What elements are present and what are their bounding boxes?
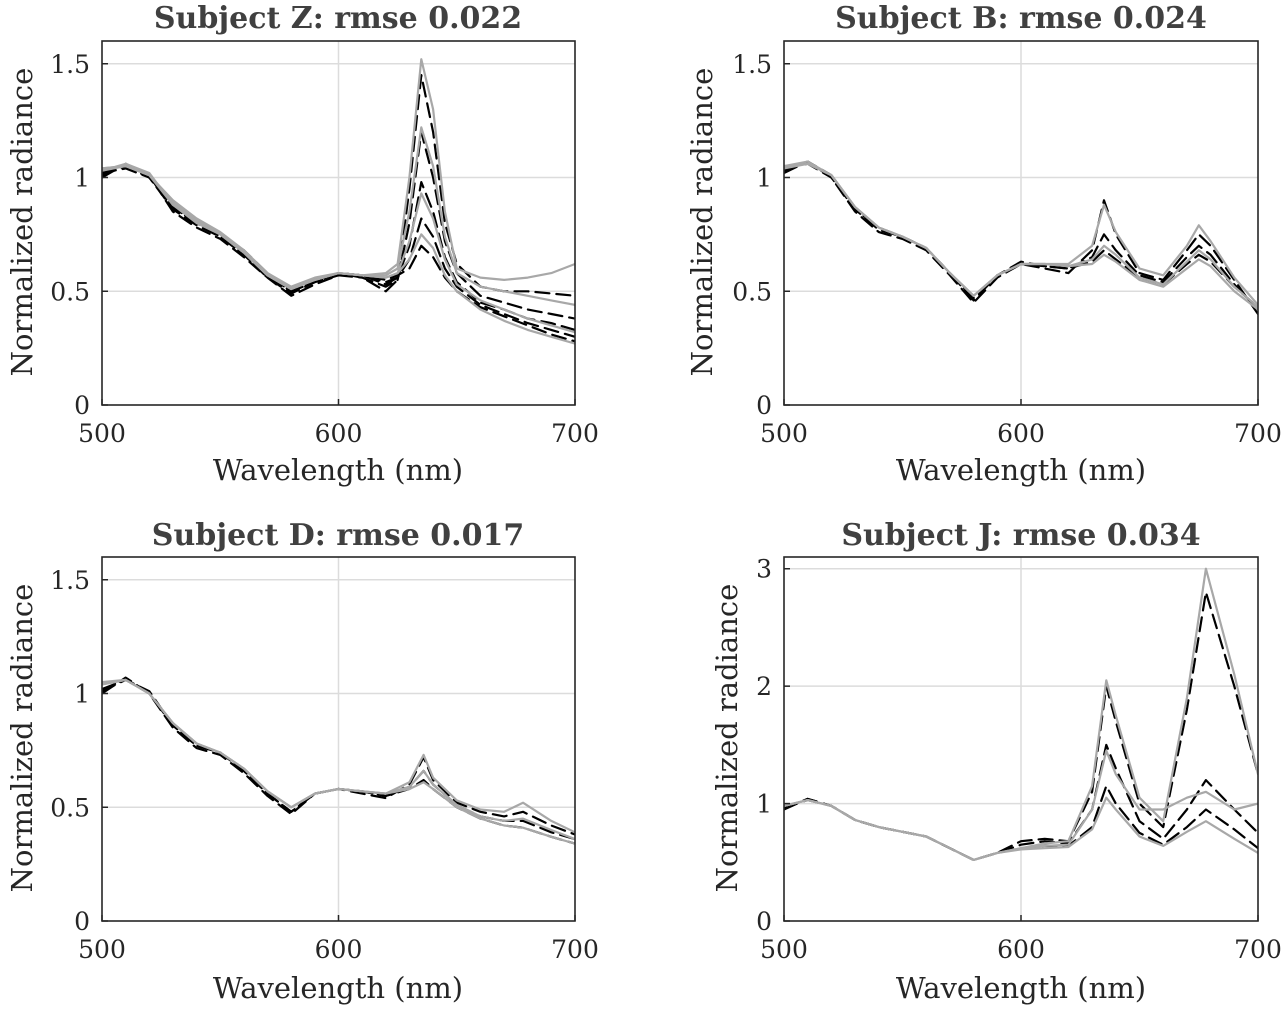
x-tick-label: 600 xyxy=(315,419,363,448)
plot-area xyxy=(101,556,576,922)
x-axis-label: Wavelength (nm) xyxy=(896,453,1146,487)
y-tick-label: 0.5 xyxy=(50,277,90,306)
y-tick-label: 0 xyxy=(74,907,90,936)
y-tick-label: 2 xyxy=(756,672,772,701)
x-axis-label: Wavelength (nm) xyxy=(213,971,463,1005)
x-tick-label: 500 xyxy=(760,935,808,964)
panel-title: Subject Z: rmse 0.022 xyxy=(154,1,522,36)
modeled-spectrum-line xyxy=(784,796,1258,862)
panel-subject-d: Subject D: rmse 0.017 Wavelength (nm) No… xyxy=(5,518,599,1005)
y-tick-label: 1 xyxy=(74,164,90,193)
y-tick-label: 0 xyxy=(756,907,772,936)
modeled-spectrum-line xyxy=(102,678,575,845)
x-axis-label: Wavelength (nm) xyxy=(213,453,463,487)
y-axis-label: Normalized radiance xyxy=(685,68,719,377)
y-tick-label: 1.5 xyxy=(50,566,90,595)
x-tick-label: 700 xyxy=(1234,419,1282,448)
plot-area xyxy=(101,40,576,406)
y-axis-label: Normalized radiance xyxy=(5,68,39,377)
x-axis-label: Wavelength (nm) xyxy=(896,971,1146,1005)
y-tick-label: 1 xyxy=(756,790,772,819)
x-tick-label: 600 xyxy=(997,419,1045,448)
x-tick-label: 600 xyxy=(997,935,1045,964)
y-tick-label: 0.5 xyxy=(732,277,772,306)
y-tick-label: 1.5 xyxy=(50,50,90,79)
plot-area xyxy=(783,556,1259,922)
measured-spectrum-line xyxy=(102,676,575,836)
modeled-spectrum-line xyxy=(784,162,1258,311)
x-tick-label: 500 xyxy=(78,419,126,448)
modeled-spectrum-line xyxy=(102,165,575,345)
panel-title: Subject D: rmse 0.017 xyxy=(152,518,524,553)
y-axis-label: Normalized radiance xyxy=(710,584,744,893)
x-tick-label: 500 xyxy=(78,935,126,964)
y-tick-label: 0 xyxy=(74,391,90,420)
plot-area xyxy=(783,40,1259,406)
measured-spectrum-line xyxy=(102,165,575,331)
x-tick-label: 500 xyxy=(760,419,808,448)
panel-subject-z: Subject Z: rmse 0.022 Wavelength (nm) No… xyxy=(5,1,599,487)
x-tick-label: 600 xyxy=(315,935,363,964)
measured-spectrum-line xyxy=(784,160,1258,316)
y-axis-label: Normalized radiance xyxy=(5,584,39,893)
y-tick-label: 0 xyxy=(756,391,772,420)
y-tick-label: 1 xyxy=(74,680,90,709)
panel-subject-b: Subject B: rmse 0.024 Wavelength (nm) No… xyxy=(685,1,1282,487)
panel-title: Subject B: rmse 0.024 xyxy=(835,1,1207,36)
x-tick-label: 700 xyxy=(551,935,599,964)
panel-subject-j: Subject J: rmse 0.034 Wavelength (nm) No… xyxy=(710,518,1282,1005)
x-tick-label: 700 xyxy=(551,419,599,448)
y-tick-label: 0.5 xyxy=(50,793,90,822)
y-tick-label: 1 xyxy=(756,164,772,193)
y-tick-label: 1.5 xyxy=(732,50,772,79)
panel-title: Subject J: rmse 0.034 xyxy=(841,518,1200,553)
y-tick-label: 3 xyxy=(756,555,772,584)
x-tick-label: 700 xyxy=(1234,935,1282,964)
